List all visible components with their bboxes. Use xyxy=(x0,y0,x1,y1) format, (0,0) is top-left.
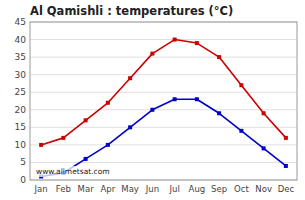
plot-area xyxy=(30,22,297,180)
series-marker xyxy=(262,111,266,115)
x-tick-label: Apr xyxy=(101,184,116,194)
grid-line xyxy=(30,57,297,58)
series-marker xyxy=(39,143,43,147)
x-tick-label: Aug xyxy=(189,184,206,194)
x-tick-label: Sep xyxy=(211,184,227,194)
series-marker xyxy=(195,41,199,45)
series-marker xyxy=(128,125,132,129)
annotation: www.allmetsat.com xyxy=(36,167,110,176)
series-marker xyxy=(217,55,221,59)
series-marker xyxy=(150,108,154,112)
y-tick-label: 25 xyxy=(15,87,26,97)
grid-line xyxy=(30,144,297,145)
grid-line xyxy=(30,162,297,163)
x-tick-label: Feb xyxy=(56,184,71,194)
chart-container: 0 5 10 15 20 25 30 35 40 45 Jan Feb Mar Apr May Jun Jul A… xyxy=(0,0,305,200)
grid-line xyxy=(30,92,297,93)
x-tick-label: Dec xyxy=(278,184,295,194)
y-tick-label: 45 xyxy=(15,17,26,27)
series-marker xyxy=(239,129,243,133)
series-marker xyxy=(61,136,65,140)
y-tick-label: 20 xyxy=(15,105,27,115)
x-tick-label: May xyxy=(121,184,139,194)
annotation-background xyxy=(34,166,112,177)
series-marker xyxy=(195,97,199,101)
y-tick-label: 35 xyxy=(15,52,26,62)
grid-line xyxy=(30,74,297,75)
x-tick-label: Oct xyxy=(234,184,249,194)
y-tick-label: 15 xyxy=(15,122,26,132)
chart-svg: 0 5 10 15 20 25 30 35 40 45 Jan Feb Mar Apr May Jun Jul A… xyxy=(0,0,305,200)
x-axis: Jan Feb Mar Apr May Jun Jul Aug Sep Oct Nov Dec xyxy=(34,184,295,194)
series-marker xyxy=(239,83,243,87)
y-tick-label: 40 xyxy=(15,35,27,45)
plot-frame xyxy=(30,22,297,180)
x-tick-label: Jan xyxy=(34,184,48,194)
grid xyxy=(30,22,297,180)
y-tick-label: 0 xyxy=(20,175,26,185)
series-marker xyxy=(106,101,110,105)
x-tick-label: Mar xyxy=(78,184,95,194)
series-line xyxy=(41,99,286,176)
series-marker xyxy=(173,38,177,42)
series-marker xyxy=(284,164,288,168)
y-tick-label: 10 xyxy=(15,140,27,150)
x-tick-label: Jul xyxy=(168,184,179,194)
series-line xyxy=(41,40,286,145)
series-marker xyxy=(284,136,288,140)
series-marker xyxy=(150,52,154,56)
chart-title: Al Qamishli : temperatures (°C) xyxy=(30,4,233,18)
series-marker xyxy=(106,143,110,147)
y-tick-label: 5 xyxy=(20,157,26,167)
x-tick-label: Nov xyxy=(255,184,272,194)
grid-line xyxy=(30,127,297,128)
series-marker xyxy=(128,76,132,80)
x-tick-label: Jun xyxy=(145,184,159,194)
series-marker xyxy=(217,111,221,115)
series-marker xyxy=(84,118,88,122)
series-marker xyxy=(84,157,88,161)
grid-line xyxy=(30,109,297,110)
grid-line xyxy=(30,39,297,40)
series-marker xyxy=(262,146,266,150)
series-marker xyxy=(173,97,177,101)
data-group xyxy=(39,38,288,179)
y-axis: 0 5 10 15 20 25 30 35 40 45 xyxy=(15,17,27,185)
y-tick-label: 30 xyxy=(15,70,27,80)
